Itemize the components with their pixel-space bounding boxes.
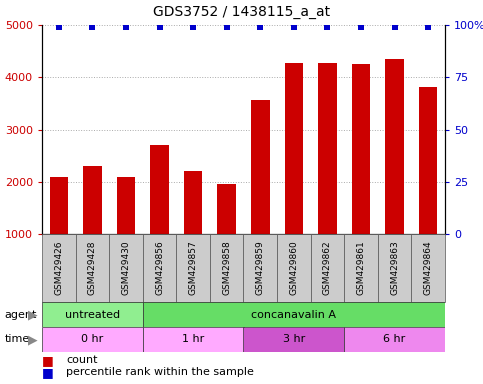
Bar	[50, 177, 68, 234]
Point	[88, 24, 96, 30]
Text: agent: agent	[5, 310, 37, 319]
Text: 3 hr: 3 hr	[283, 334, 305, 344]
Text: GSM429428: GSM429428	[88, 241, 97, 295]
Text: untreated: untreated	[65, 310, 120, 319]
Text: ▶: ▶	[28, 308, 37, 321]
Bar	[176, 234, 210, 302]
Bar	[143, 302, 445, 327]
Point	[122, 24, 130, 30]
Text: 6 hr: 6 hr	[384, 334, 406, 344]
Text: GSM429860: GSM429860	[289, 241, 298, 295]
Text: GSM429856: GSM429856	[155, 241, 164, 295]
Bar	[251, 100, 270, 234]
Text: GSM429861: GSM429861	[356, 241, 366, 295]
Text: GSM429857: GSM429857	[189, 241, 198, 295]
Text: GSM429862: GSM429862	[323, 241, 332, 295]
Bar	[42, 302, 143, 327]
Bar	[210, 234, 243, 302]
Text: 1 hr: 1 hr	[182, 334, 204, 344]
Bar	[344, 234, 378, 302]
Bar	[243, 327, 344, 352]
Bar	[117, 177, 135, 234]
Bar	[243, 234, 277, 302]
Bar	[42, 327, 143, 352]
Point	[55, 24, 63, 30]
Bar	[109, 234, 143, 302]
Bar	[277, 234, 311, 302]
Text: GSM429858: GSM429858	[222, 241, 231, 295]
Point	[357, 24, 365, 30]
Bar	[311, 234, 344, 302]
Bar	[412, 234, 445, 302]
Text: count: count	[66, 355, 98, 365]
Point	[256, 24, 264, 30]
Bar	[344, 327, 445, 352]
Bar	[378, 234, 412, 302]
Bar	[352, 64, 370, 234]
Text: time: time	[5, 334, 30, 344]
Point	[425, 24, 432, 30]
Point	[290, 24, 298, 30]
Point	[391, 24, 398, 30]
Bar	[42, 234, 75, 302]
Text: concanavalin A: concanavalin A	[251, 310, 336, 319]
Point	[324, 24, 331, 30]
Bar	[385, 59, 404, 234]
Point	[223, 24, 230, 30]
Text: GSM429430: GSM429430	[121, 241, 130, 295]
Text: ▶: ▶	[28, 333, 37, 346]
Bar	[419, 87, 438, 234]
Point	[156, 24, 163, 30]
Text: GSM429864: GSM429864	[424, 241, 433, 295]
Text: ■: ■	[42, 354, 54, 367]
Bar	[150, 145, 169, 234]
Point	[189, 24, 197, 30]
Bar	[217, 184, 236, 234]
Text: percentile rank within the sample: percentile rank within the sample	[66, 367, 254, 377]
Bar	[143, 234, 176, 302]
Text: ■: ■	[42, 366, 54, 379]
Bar	[284, 63, 303, 234]
Bar	[184, 171, 202, 234]
Bar	[318, 63, 337, 234]
Text: 0 hr: 0 hr	[81, 334, 103, 344]
Text: GDS3752 / 1438115_a_at: GDS3752 / 1438115_a_at	[153, 5, 330, 19]
Text: GSM429863: GSM429863	[390, 241, 399, 295]
Text: GSM429426: GSM429426	[54, 241, 63, 295]
Bar	[75, 234, 109, 302]
Text: GSM429859: GSM429859	[256, 241, 265, 295]
Bar	[143, 327, 243, 352]
Bar	[83, 166, 101, 234]
